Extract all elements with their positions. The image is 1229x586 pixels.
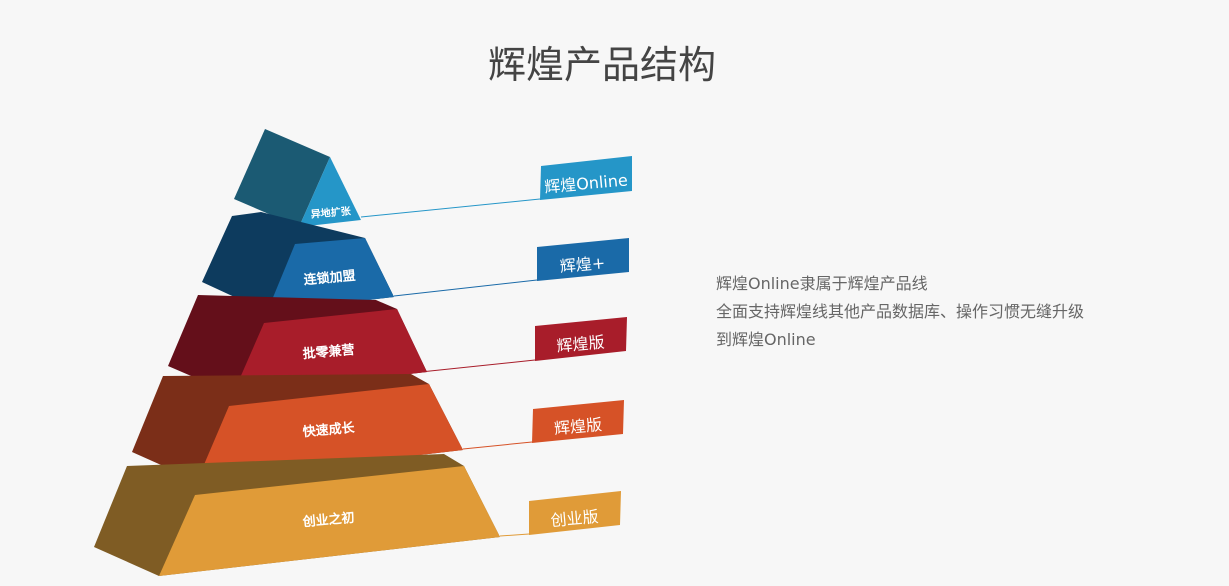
- layer-front-face: [267, 238, 394, 312]
- layer-label: 连锁加盟: [303, 268, 356, 288]
- description-line: 辉煌Online隶属于辉煌产品线: [716, 274, 928, 293]
- product-tag-label: 辉煌版: [556, 332, 605, 355]
- page-title: 辉煌产品结构: [487, 43, 716, 87]
- pyramid-layer: 创业之初 创业版: [94, 454, 621, 576]
- product-tag: [529, 491, 621, 535]
- connector-line: [393, 279, 538, 297]
- layer-label: 异地扩张: [310, 204, 352, 221]
- layer-label: 快速成长: [302, 420, 356, 441]
- layer-front-face: [159, 466, 500, 576]
- connector-line: [410, 359, 536, 374]
- layer-front-face: [299, 157, 361, 227]
- product-tag: [532, 400, 624, 443]
- pyramid-layer: 批零兼营 辉煌版: [168, 295, 627, 394]
- product-tag: [537, 238, 629, 281]
- connector-line: [360, 198, 541, 218]
- description: 辉煌Online隶属于辉煌产品线 全面支持辉煌线其他产品数据库、操作习惯无缝升级…: [716, 270, 1084, 354]
- layer-label: 创业之初: [301, 510, 355, 531]
- description-line: 全面支持辉煌线其他产品数据库、操作习惯无缝升级: [716, 302, 1085, 321]
- product-tag-label: 创业版: [550, 507, 599, 530]
- connector-line: [499, 533, 530, 537]
- description-line: 到辉煌Online: [716, 330, 816, 349]
- layer-front-face: [233, 309, 427, 394]
- product-tag-label: 辉煌版: [553, 415, 602, 438]
- product-tag: [535, 317, 627, 361]
- product-tag-label: 辉煌+: [559, 253, 606, 276]
- layer-label: 批零兼营: [302, 342, 355, 362]
- product-tag: [540, 156, 632, 200]
- pyramid-layer: 连锁加盟 辉煌+: [202, 212, 629, 312]
- layer-side-face: [234, 129, 330, 227]
- connector-line: [462, 441, 533, 450]
